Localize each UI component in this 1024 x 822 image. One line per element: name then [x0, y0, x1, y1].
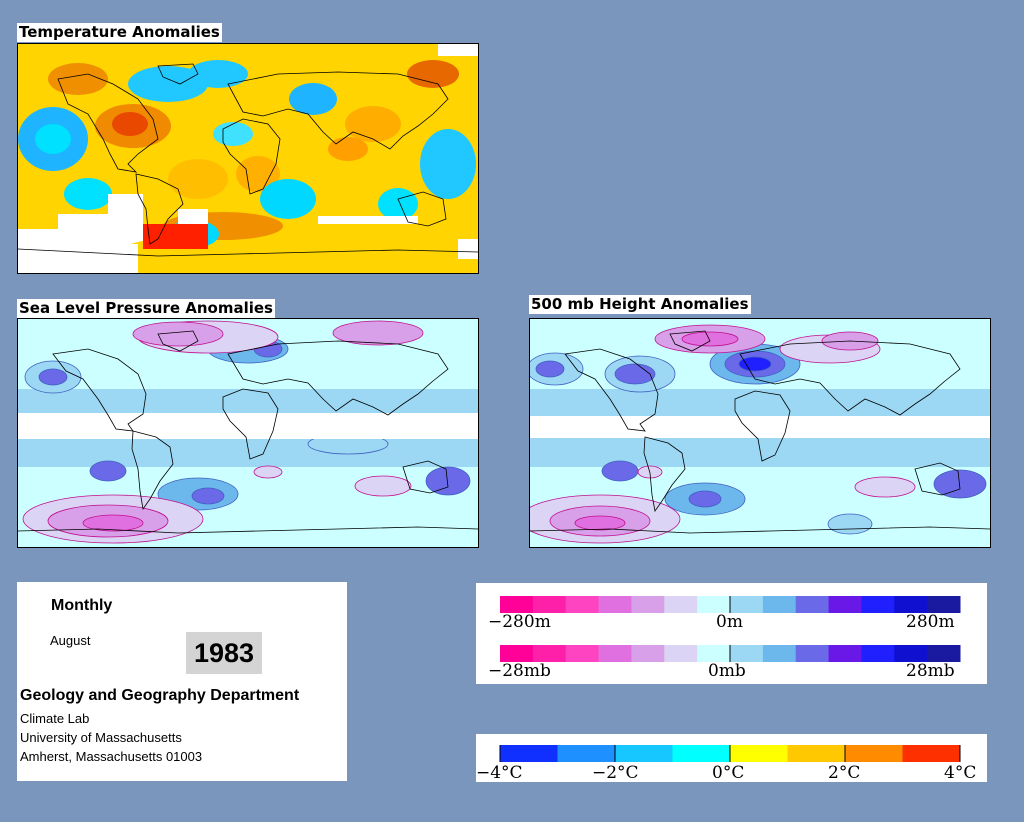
temperature-anomaly-map [17, 43, 479, 274]
temperature-swatch-1 [557, 745, 616, 762]
missing-data-regions [18, 44, 478, 273]
temperature-swatch-0 [500, 745, 558, 762]
pressure-swatch-12 [894, 645, 928, 662]
pressure-swatch-13 [927, 645, 961, 662]
slp-missing-equatorial-band [18, 413, 478, 439]
height-swatch-13 [927, 596, 961, 613]
sea-level-pressure-anomaly-map [17, 318, 479, 548]
temperature-swatch-4 [730, 745, 788, 762]
height-swatch-10 [828, 596, 862, 613]
height-legend-colorbar [500, 596, 961, 613]
temperature-swatch-7 [902, 745, 961, 762]
pressure-swatch-1 [532, 645, 567, 662]
pressure-legend-min: −28mb [488, 661, 551, 681]
height-swatch-12 [894, 596, 928, 613]
height-legend-min: −280m [488, 612, 551, 632]
height-map-title: 500 mb Height Anomalies [529, 295, 751, 314]
height-swatch-9 [795, 596, 830, 613]
height-swatch-1 [532, 596, 567, 613]
height-swatch-0 [500, 596, 534, 613]
department-label: Geology and Geography Department [20, 687, 300, 704]
height-swatch-5 [664, 596, 698, 613]
year-display: 1983 [186, 632, 262, 674]
height-500mb-anomaly-map [529, 318, 991, 548]
pressure-swatch-8 [762, 645, 797, 662]
pressure-swatch-11 [861, 645, 895, 662]
height-swatch-7 [730, 596, 764, 613]
warm-anomaly-regions [48, 60, 459, 240]
slp-positive-regions [22, 320, 424, 544]
pressure-swatch-5 [664, 645, 698, 662]
height-continent-outlines [530, 330, 990, 534]
antarctic-warm-anomaly [143, 224, 208, 249]
pressure-swatch-7 [730, 645, 764, 662]
pressure-swatch-0 [500, 645, 534, 662]
info-panel: Monthly August 1983 Geology and Geograph… [17, 582, 347, 781]
period-label: Monthly [51, 597, 113, 614]
temperature-swatch-5 [787, 745, 846, 762]
temperature-swatch-2 [615, 745, 673, 762]
address-label: Amherst, Massachusetts 01003 [20, 749, 203, 764]
pressure-legend-mid: 0mb [708, 661, 746, 681]
university-label: University of Massachusetts [20, 730, 182, 745]
pressure-legend-max: 28mb [906, 661, 955, 681]
temp-legend-label-m4: −4°C [476, 763, 523, 782]
pressure-swatch-10 [828, 645, 862, 662]
temp-legend-label-2: 2°C [828, 763, 860, 782]
temperature-swatch-3 [672, 745, 731, 762]
temp-legend-label-0: 0°C [712, 763, 744, 782]
pressure-swatch-3 [598, 645, 632, 662]
slp-continent-outlines [18, 330, 478, 534]
height-negative-regions [530, 343, 990, 535]
height-swatch-2 [565, 596, 600, 613]
temperature-map-title: Temperature Anomalies [17, 23, 222, 42]
pressure-legend-colorbar [500, 645, 961, 662]
month-label: August [50, 633, 91, 648]
continent-outlines [18, 63, 478, 257]
height-swatch-11 [861, 596, 895, 613]
pressure-swatch-9 [795, 645, 830, 662]
pressure-swatch-4 [631, 645, 665, 662]
height-swatch-4 [631, 596, 665, 613]
slp-map-title: Sea Level Pressure Anomalies [17, 299, 275, 318]
temp-legend-label-m2: −2°C [592, 763, 639, 782]
lab-label: Climate Lab [20, 711, 90, 726]
height-positive-regions [530, 324, 916, 544]
height-swatch-6 [697, 596, 731, 613]
anomaly-color-legend: −280m 0m 280m −28mb 0mb 28mb [476, 583, 987, 684]
temperature-swatch-6 [845, 745, 903, 762]
height-swatch-8 [762, 596, 797, 613]
height-missing-equatorial-band [530, 416, 990, 438]
height-swatch-3 [598, 596, 632, 613]
temperature-color-legend: −4°C −2°C 0°C 2°C 4°C [476, 734, 987, 782]
temp-legend-label-4: 4°C [944, 763, 976, 782]
height-legend-mid: 0m [716, 612, 743, 632]
pressure-swatch-6 [697, 645, 731, 662]
temperature-legend-colorbar [499, 745, 961, 762]
pressure-swatch-2 [565, 645, 600, 662]
height-legend-max: 280m [906, 612, 955, 632]
